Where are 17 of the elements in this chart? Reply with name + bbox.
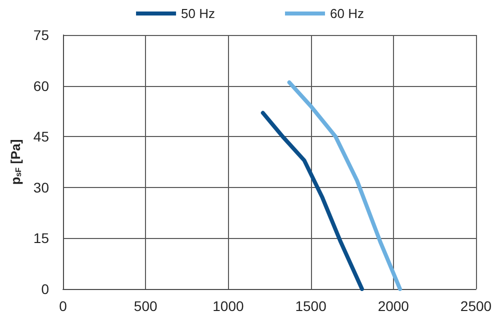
x-tick-label: 1500 [295, 298, 327, 314]
line-series [287, 80, 402, 291]
legend-label: 50 Hz [181, 6, 216, 21]
y-tick-label: 60 [33, 78, 50, 94]
x-tick-label: 1000 [212, 298, 244, 314]
x-tick-label: 2000 [378, 298, 410, 314]
y-tick-label: 30 [33, 179, 50, 196]
y-tick-label: 0 [41, 281, 50, 297]
legend-label: 60 Hz [330, 6, 364, 21]
line-series [260, 110, 364, 291]
y-tick-label: 75 [33, 27, 50, 43]
x-tick-label: 500 [134, 298, 158, 314]
y-tick-label: 45 [33, 128, 50, 145]
y-tick-label: 15 [33, 230, 50, 246]
y-axis-title: psF [Pa] [8, 139, 24, 185]
x-tick-label: 0 [59, 298, 68, 314]
x-tick-label: 2500 [460, 298, 492, 314]
